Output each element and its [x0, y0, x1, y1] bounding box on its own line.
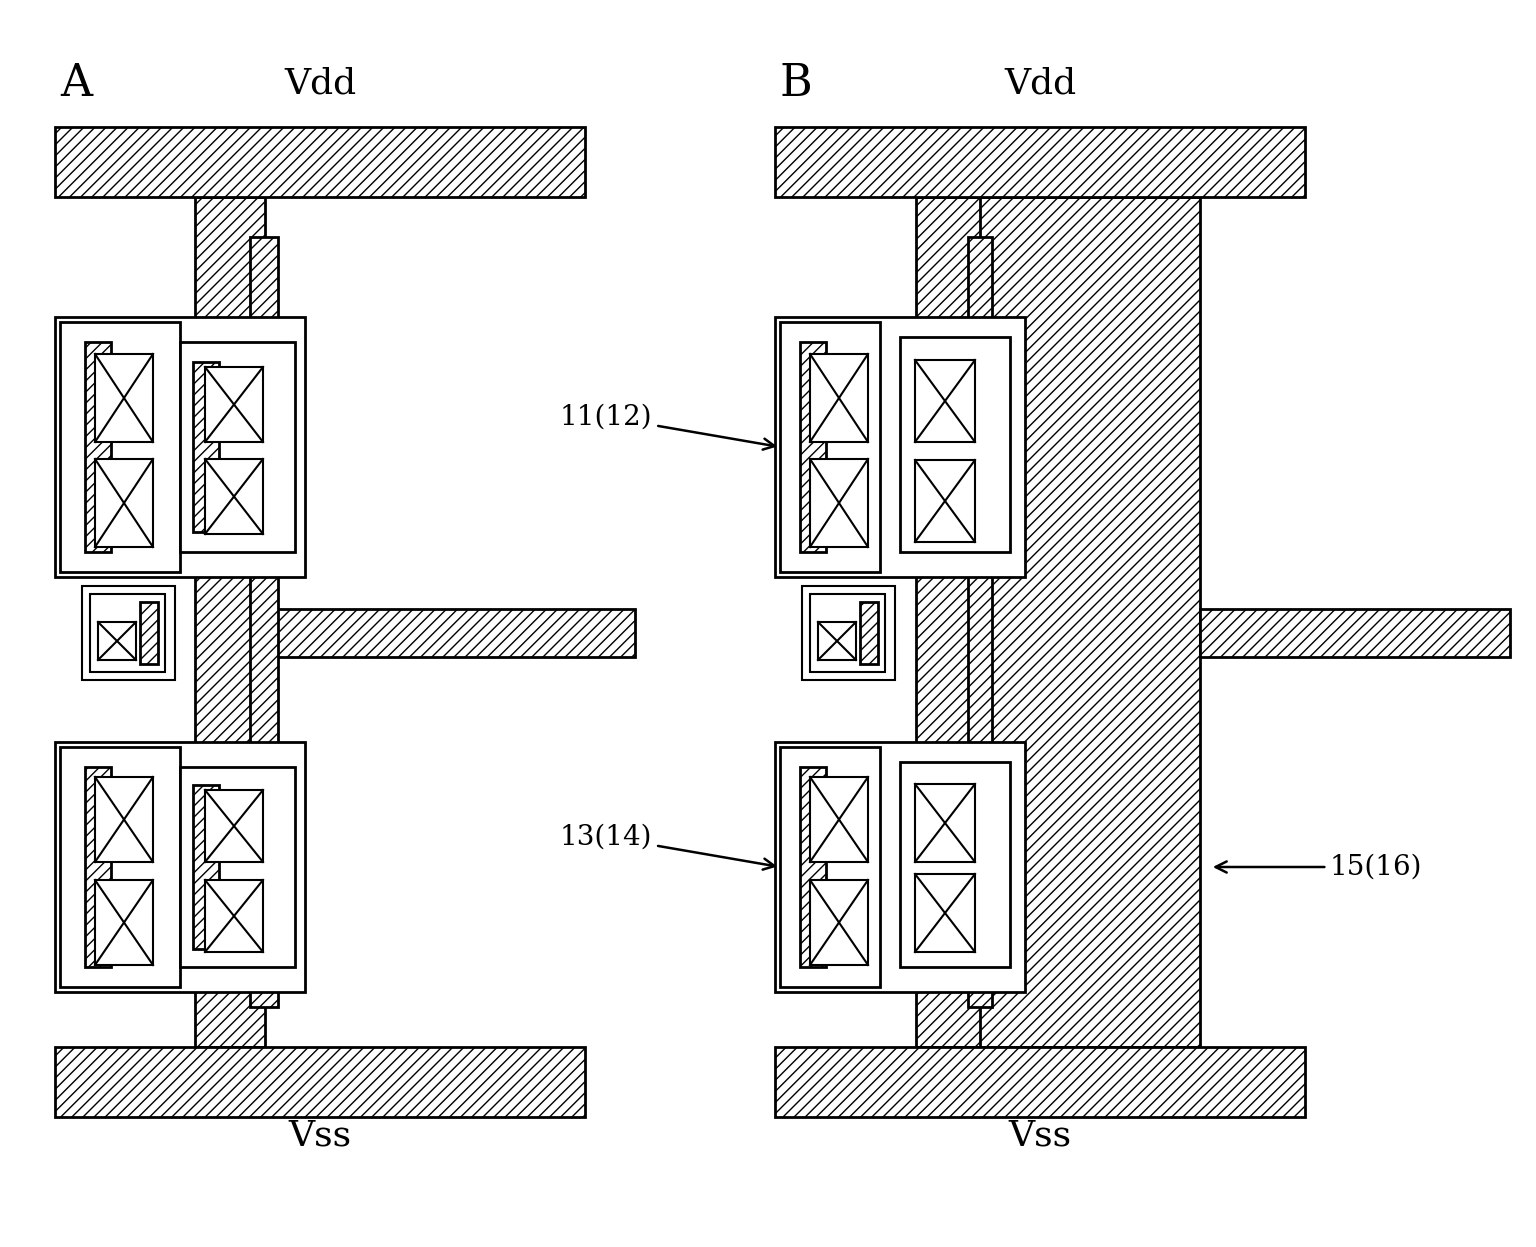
Bar: [819, 622, 856, 660]
Text: Vdd: Vdd: [1005, 67, 1077, 101]
Bar: [55, 1047, 585, 1117]
Text: 13(14): 13(14): [561, 823, 774, 869]
Bar: [140, 602, 158, 663]
Bar: [95, 459, 154, 547]
Bar: [809, 777, 868, 862]
Bar: [180, 342, 295, 552]
Bar: [800, 342, 826, 552]
Bar: [809, 459, 868, 547]
Text: Vss: Vss: [289, 1119, 352, 1152]
Bar: [194, 362, 220, 532]
Bar: [776, 127, 1306, 197]
Text: Vdd: Vdd: [284, 67, 356, 101]
Bar: [204, 791, 263, 862]
Text: Vss: Vss: [1009, 1119, 1072, 1152]
Bar: [195, 197, 266, 1047]
Bar: [800, 767, 826, 966]
Bar: [81, 586, 175, 680]
Bar: [204, 880, 263, 951]
Bar: [95, 354, 154, 441]
Bar: [1200, 609, 1510, 657]
Bar: [776, 742, 1025, 993]
Bar: [55, 127, 585, 197]
Bar: [194, 786, 220, 949]
Text: 15(16): 15(16): [1215, 853, 1422, 880]
Bar: [91, 594, 164, 672]
Bar: [809, 594, 885, 672]
Bar: [180, 767, 295, 966]
Bar: [776, 317, 1025, 577]
Bar: [915, 460, 975, 542]
Bar: [776, 1047, 1306, 1117]
Bar: [95, 777, 154, 862]
Bar: [55, 742, 306, 993]
Bar: [204, 459, 263, 534]
Text: B: B: [780, 62, 813, 105]
Bar: [250, 237, 278, 1008]
Bar: [780, 747, 880, 986]
Bar: [95, 880, 154, 965]
Bar: [84, 767, 111, 966]
Bar: [809, 354, 868, 441]
Bar: [809, 880, 868, 965]
Bar: [968, 237, 992, 1008]
Bar: [915, 784, 975, 862]
Bar: [60, 322, 180, 572]
Bar: [900, 337, 1011, 552]
Bar: [60, 747, 180, 986]
Bar: [915, 874, 975, 951]
Text: 11(12): 11(12): [561, 404, 774, 450]
Bar: [980, 197, 1200, 1047]
Bar: [780, 322, 880, 572]
Bar: [266, 609, 634, 657]
Bar: [204, 367, 263, 441]
Bar: [915, 197, 985, 1047]
Bar: [84, 342, 111, 552]
Bar: [900, 762, 1011, 966]
Bar: [802, 586, 895, 680]
Text: A: A: [60, 62, 92, 105]
Bar: [915, 360, 975, 441]
Bar: [98, 622, 137, 660]
Bar: [55, 317, 306, 577]
Bar: [860, 602, 879, 663]
